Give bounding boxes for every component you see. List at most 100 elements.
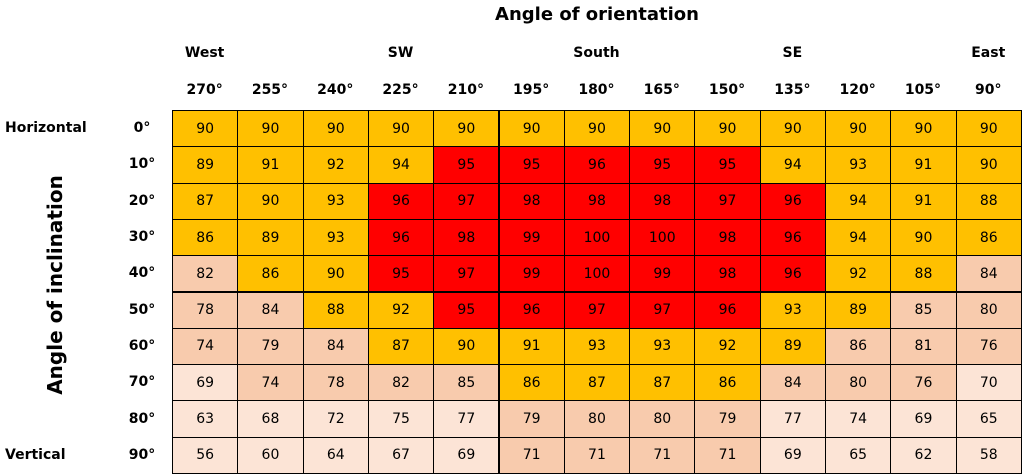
table-cell: 93 xyxy=(563,327,631,366)
table-cell: 79 xyxy=(694,400,761,438)
row-header: 0° xyxy=(133,120,151,137)
table-cell: 95 xyxy=(498,146,565,184)
row-group-label: Horizontal xyxy=(5,120,87,137)
table-cell: 89 xyxy=(759,327,826,366)
table-cell: 88 xyxy=(890,255,957,293)
table-cell: 82 xyxy=(367,364,435,402)
table-cell: 79 xyxy=(237,327,304,366)
column-header: 105° xyxy=(904,82,942,98)
column-header: 165° xyxy=(643,82,680,98)
table-cell: 71 xyxy=(563,436,631,474)
table-cell: 94 xyxy=(759,146,826,184)
table-cell: 65 xyxy=(825,436,892,474)
table-cell: 93 xyxy=(759,291,826,329)
row-header: 30° xyxy=(128,229,156,246)
table-cell: 74 xyxy=(825,400,892,438)
table-cell: 87 xyxy=(172,182,239,220)
row-header: 90° xyxy=(128,446,156,463)
table-cell: 63 xyxy=(172,400,239,438)
table-cell: 89 xyxy=(237,218,304,257)
table-cell: 90 xyxy=(825,110,892,148)
table-cell: 80 xyxy=(629,400,696,438)
table-cell: 90 xyxy=(172,110,239,148)
row-header: 50° xyxy=(128,301,156,318)
table-cell: 90 xyxy=(433,327,500,366)
row-header: 20° xyxy=(128,192,156,209)
table-cell: 58 xyxy=(955,436,1022,474)
table-cell: 86 xyxy=(955,218,1022,257)
table-cell: 84 xyxy=(237,291,304,329)
table-cell: 99 xyxy=(498,255,565,293)
table-cell: 97 xyxy=(433,182,500,220)
table-cell: 98 xyxy=(694,218,761,257)
table-cell: 85 xyxy=(433,364,500,402)
table-cell: 90 xyxy=(498,110,565,148)
table-cell: 70 xyxy=(955,364,1022,402)
table-cell: 90 xyxy=(302,255,369,293)
table-cell: 93 xyxy=(302,182,369,220)
column-header: 270° xyxy=(186,82,223,98)
table-cell: 76 xyxy=(890,364,957,402)
table-cell: 60 xyxy=(237,436,304,474)
table-cell: 100 xyxy=(563,255,631,293)
row-header: 80° xyxy=(128,410,156,427)
table-cell: 96 xyxy=(759,255,826,293)
table-cell: 99 xyxy=(629,255,696,293)
table-cell: 69 xyxy=(433,436,500,474)
direction-label: East xyxy=(971,45,1006,61)
table-cell: 71 xyxy=(694,436,761,474)
table-cell: 89 xyxy=(825,291,892,329)
table-cell: 93 xyxy=(825,146,892,184)
table-cell: 90 xyxy=(890,110,957,148)
table-cell: 96 xyxy=(759,218,826,257)
table-cell: 75 xyxy=(367,400,435,438)
table-cell: 69 xyxy=(890,400,957,438)
direction-label: South xyxy=(573,45,620,61)
table-cell: 87 xyxy=(629,364,696,402)
table-cell: 74 xyxy=(237,364,304,402)
table-cell: 86 xyxy=(825,327,892,366)
table-cell: 98 xyxy=(498,182,565,220)
table-cell: 86 xyxy=(694,364,761,402)
table-cell: 78 xyxy=(302,364,369,402)
table-cell: 64 xyxy=(302,436,369,474)
table-cell: 69 xyxy=(172,364,239,402)
table-cell: 90 xyxy=(629,110,696,148)
direction-label: SE xyxy=(782,45,803,61)
table-cell: 98 xyxy=(563,182,631,220)
column-header: 255° xyxy=(251,82,289,98)
table-cell: 90 xyxy=(237,182,304,220)
table-cell: 88 xyxy=(955,182,1022,220)
direction-label: SW xyxy=(387,45,414,61)
table-cell: 95 xyxy=(694,146,761,184)
table-cell: 90 xyxy=(302,110,369,148)
table-cell: 87 xyxy=(563,364,631,402)
table-cell: 99 xyxy=(498,218,565,257)
table-cell: 90 xyxy=(563,110,631,148)
table-cell: 90 xyxy=(955,110,1022,148)
table-cell: 97 xyxy=(694,182,761,220)
table-cell: 100 xyxy=(563,218,631,257)
table-cell: 93 xyxy=(302,218,369,257)
table-cell: 72 xyxy=(302,400,369,438)
table-cell: 71 xyxy=(498,436,565,474)
table-cell: 91 xyxy=(498,327,565,366)
column-header: 120° xyxy=(839,82,876,98)
table-cell: 96 xyxy=(367,182,435,220)
table-cell: 86 xyxy=(498,364,565,402)
table-cell: 97 xyxy=(563,291,631,329)
table-cell: 86 xyxy=(172,218,239,257)
table-cell: 92 xyxy=(302,146,369,184)
column-header: 180° xyxy=(578,82,615,98)
table-cell: 95 xyxy=(367,255,435,293)
table-cell: 62 xyxy=(890,436,957,474)
table-cell: 94 xyxy=(367,146,435,184)
table-cell: 74 xyxy=(172,327,239,366)
table-cell: 95 xyxy=(433,146,500,184)
column-header: 135° xyxy=(774,82,811,98)
table-cell: 95 xyxy=(433,291,500,329)
table-cell: 68 xyxy=(237,400,304,438)
table-cell: 80 xyxy=(563,400,631,438)
table-cell: 90 xyxy=(237,110,304,148)
